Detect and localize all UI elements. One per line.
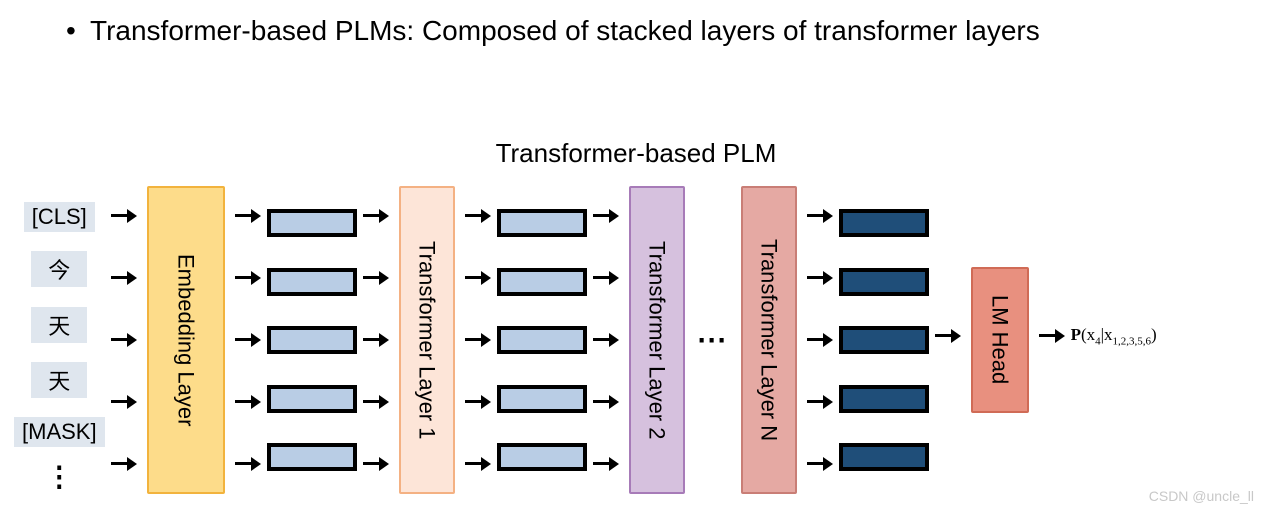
- vector-rect: [497, 268, 587, 296]
- vector-rect: [267, 385, 357, 413]
- arrow-icon: [465, 209, 491, 223]
- formula-part: |x: [1101, 325, 1113, 344]
- vertical-ellipsis-icon: ⋮: [45, 471, 73, 482]
- vector-rect: [267, 209, 357, 237]
- vector-rect: [497, 209, 587, 237]
- arrow-icon: [363, 209, 389, 223]
- arrow-icon: [807, 333, 833, 347]
- formula-part: ): [1151, 325, 1157, 344]
- vector-rect: [267, 443, 357, 471]
- arrow-icon: [1039, 329, 1065, 343]
- formula-sub: 1,2,3,5,6: [1113, 335, 1152, 347]
- vector-rect: [839, 268, 929, 296]
- transformer-layer-1-block: Transformer Layer 1: [399, 186, 455, 494]
- formula-part: (x: [1081, 325, 1095, 344]
- arrow-icon: [111, 271, 137, 285]
- arrow-icon: [593, 333, 619, 347]
- arrow-icon: [807, 395, 833, 409]
- token-3: 天: [31, 362, 87, 398]
- hidden-vector-column: [497, 207, 587, 473]
- arrow-icon: [111, 209, 137, 223]
- arrow-icon: [935, 329, 961, 343]
- arrow-column-2: [235, 207, 261, 473]
- token-mask: [MASK]: [14, 417, 105, 447]
- diagram-title: Transformer-based PLM: [0, 138, 1272, 169]
- arrow-icon: [111, 333, 137, 347]
- lm-head-block: LM Head: [971, 267, 1029, 413]
- arrow-icon: [235, 457, 261, 471]
- lm-head-column: LM Head: [971, 200, 1029, 480]
- arrow-column-4: [465, 207, 491, 473]
- arrow-icon: [235, 209, 261, 223]
- token-cls: [CLS]: [24, 202, 95, 232]
- vector-rect: [497, 326, 587, 354]
- formula-p: P: [1071, 325, 1081, 344]
- horizontal-ellipsis-icon: ⋯: [691, 323, 735, 358]
- output-probability-formula: P(x4|x1,2,3,5,6): [1071, 325, 1157, 347]
- arrow-icon: [593, 271, 619, 285]
- arrow-to-output: [1039, 196, 1065, 484]
- arrow-icon: [111, 457, 137, 471]
- token-2: 天: [31, 307, 87, 343]
- arrow-icon: [235, 333, 261, 347]
- vector-rect: [839, 209, 929, 237]
- arrow-icon: [593, 457, 619, 471]
- arrow-icon: [807, 457, 833, 471]
- arrow-icon: [807, 271, 833, 285]
- bullet-text: Transformer-based PLMs: Composed of stac…: [90, 12, 1040, 50]
- embedding-layer-block: Embedding Layer: [147, 186, 225, 494]
- arrow-icon: [465, 395, 491, 409]
- vector-rect: [497, 385, 587, 413]
- vector-rect: [267, 268, 357, 296]
- arrow-icon: [807, 209, 833, 223]
- arrow-icon: [465, 333, 491, 347]
- arrow-icon: [363, 457, 389, 471]
- watermark-text: CSDN @uncle_ll: [1149, 488, 1254, 504]
- arrow-column-1: [111, 207, 137, 473]
- output-formula-column: P(x4|x1,2,3,5,6): [1071, 196, 1157, 484]
- arrow-icon: [111, 395, 137, 409]
- arrow-column-5: [593, 207, 619, 473]
- arrow-column-6: [807, 207, 833, 473]
- transformer-layer-2-block: Transformer Layer 2: [629, 186, 685, 494]
- arrow-icon: [235, 395, 261, 409]
- arrow-icon: [593, 209, 619, 223]
- arrow-icon: [465, 271, 491, 285]
- vector-rect: [267, 326, 357, 354]
- arrow-column-3: [363, 207, 389, 473]
- arrow-icon: [235, 271, 261, 285]
- transformer-layer-n-block: Transformer Layer N: [741, 186, 797, 494]
- arrow-icon: [363, 271, 389, 285]
- vector-rect: [839, 443, 929, 471]
- arrow-icon: [593, 395, 619, 409]
- diagram-container: [CLS] 今 天 天 [MASK] ⋮ Embedding Layer: [10, 180, 1262, 500]
- arrow-to-lmhead: [935, 196, 961, 484]
- vector-rect: [497, 443, 587, 471]
- output-vector-column: [839, 207, 929, 473]
- embedding-vector-column: [267, 207, 357, 473]
- arrow-icon: [363, 333, 389, 347]
- arrow-icon: [465, 457, 491, 471]
- arrow-icon: [363, 395, 389, 409]
- token-1: 今: [31, 251, 87, 287]
- vector-rect: [839, 326, 929, 354]
- vector-rect: [839, 385, 929, 413]
- input-token-column: [CLS] 今 天 天 [MASK] ⋮: [14, 198, 105, 482]
